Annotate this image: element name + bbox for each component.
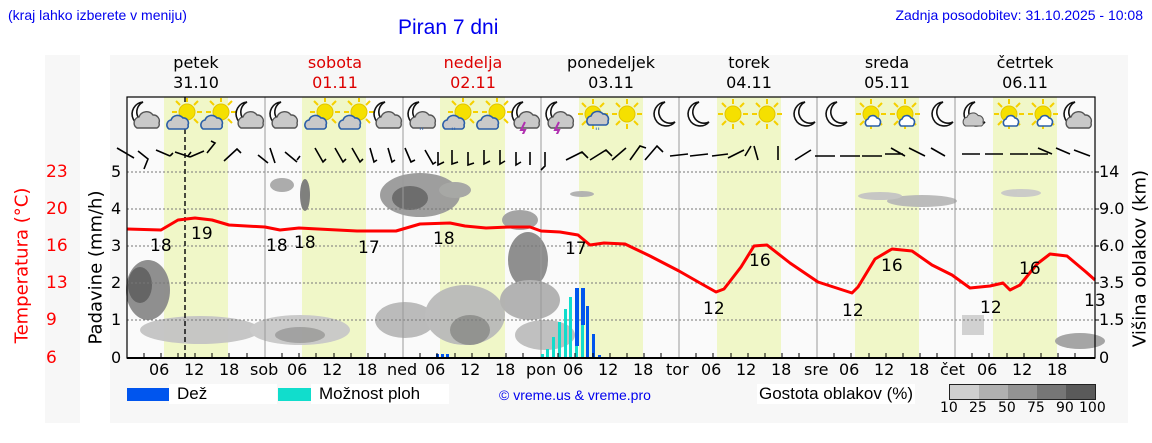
rain-swatch <box>127 388 174 401</box>
legend: Dež Možnost ploh © vreme.us & vreme.pro … <box>0 384 1152 424</box>
day-header: četrtek 06.11 <box>996 53 1054 92</box>
svg-text:17: 17 <box>358 238 380 258</box>
copyright-link[interactable]: © vreme.us & vreme.pro <box>499 387 651 403</box>
day-headers: petek 31.10 sobota 01.11 nedelja 02.11 pone… <box>0 53 1152 95</box>
svg-text:17: 17 <box>565 239 587 259</box>
svg-text:16: 16 <box>881 256 903 276</box>
svg-text:18: 18 <box>433 229 455 249</box>
svg-text:18: 18 <box>294 233 316 253</box>
svg-text:18: 18 <box>266 236 288 256</box>
svg-text:12: 12 <box>842 301 864 321</box>
day-header: sobota 01.11 <box>307 53 363 92</box>
day-header: sreda 05.11 <box>864 53 910 92</box>
wind-barbs <box>116 140 1091 171</box>
showers-bars <box>541 297 584 358</box>
last-update: Zadnja posodobitev: 31.10.2025 - 10:08 <box>895 7 1143 23</box>
right-axis-ticks <box>1095 171 1099 321</box>
gridlines <box>127 171 1095 321</box>
cloud-density-label: Gostota oblakov (%) <box>757 384 916 404</box>
weather-icons-row: '' '' '' <box>127 96 1095 137</box>
svg-text:16: 16 <box>1019 259 1041 279</box>
showers-swatch <box>278 388 311 401</box>
weather-icons: '' '' '' <box>131 96 1093 137</box>
svg-text:18: 18 <box>150 236 172 256</box>
svg-text:12: 12 <box>703 299 725 319</box>
svg-text:16: 16 <box>749 251 771 271</box>
temperature-labels: 18 19 18 18 17 18 17 12 16 12 16 12 16 1… <box>150 224 1106 321</box>
cloud-density-scale <box>949 384 1096 400</box>
day-header: nedelja 02.11 <box>443 53 503 92</box>
day-header: petek 31.10 <box>173 53 219 92</box>
location-menu-hint[interactable]: (kraj lahko izberete v meniju) <box>8 7 187 23</box>
svg-text:'': '' <box>595 127 600 134</box>
rain-label: Dež <box>169 384 277 404</box>
page-title: Piran 7 dni <box>398 16 499 39</box>
temp-axis-panel <box>45 55 80 423</box>
temperature-line <box>126 216 1096 295</box>
showers-label: Možnost ploh <box>311 384 449 404</box>
x-axis-labels: 06 12 18 sob 06 12 18 ned 06 12 18 pon 0… <box>149 360 1068 379</box>
svg-text:'': '' <box>451 127 456 134</box>
svg-text:'': '' <box>419 127 424 134</box>
day-header: torek 04.11 <box>726 53 772 92</box>
svg-text:19: 19 <box>191 224 213 244</box>
svg-text:12: 12 <box>980 298 1002 318</box>
x-ticks <box>143 353 1076 358</box>
day-header: ponedeljek 03.11 <box>567 53 655 92</box>
